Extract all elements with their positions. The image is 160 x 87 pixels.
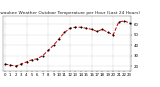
Title: Milwaukee Weather Outdoor Temperature per Hour (Last 24 Hours): Milwaukee Weather Outdoor Temperature pe… — [0, 11, 140, 15]
